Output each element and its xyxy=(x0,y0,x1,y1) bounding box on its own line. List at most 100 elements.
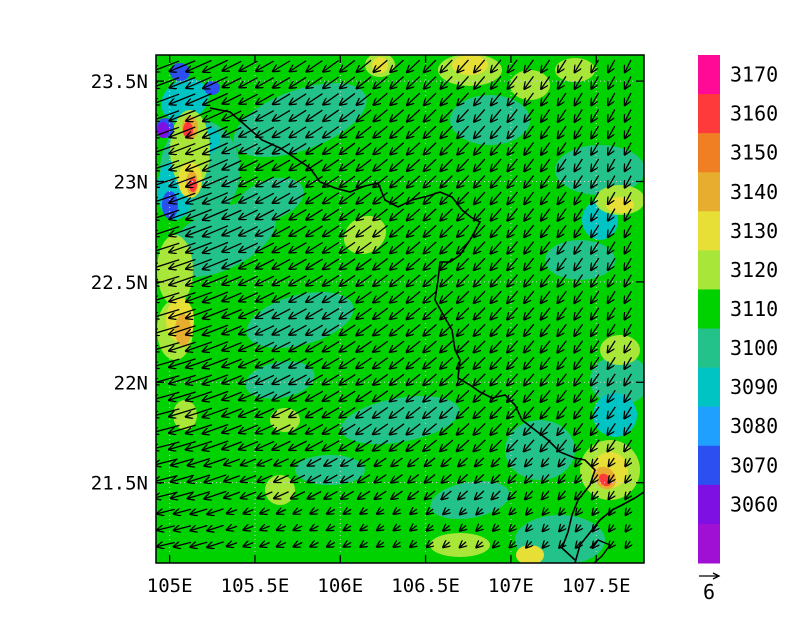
wind-vector xyxy=(373,241,388,253)
wind-vector xyxy=(156,275,180,284)
wind-vector xyxy=(609,541,614,547)
wind-vector xyxy=(156,226,180,236)
wind-vector xyxy=(169,308,196,318)
wind-vector xyxy=(626,541,630,548)
wind-vector xyxy=(340,109,356,121)
wind-vector xyxy=(258,491,273,498)
wind-vector xyxy=(273,126,291,137)
wind-vector xyxy=(425,457,436,466)
wind-vector xyxy=(625,125,632,138)
wind-vector xyxy=(457,241,470,254)
wind-vector xyxy=(407,224,421,236)
x-tick-label: 105E xyxy=(147,575,193,597)
wind-vector xyxy=(169,374,196,383)
wind-vector xyxy=(289,374,307,384)
wind-vector xyxy=(392,457,403,466)
wind-vector xyxy=(457,307,470,319)
wind-vector xyxy=(591,323,600,336)
wind-vector xyxy=(559,490,566,499)
wind-vector xyxy=(541,389,551,401)
wind-vector xyxy=(491,208,502,221)
wind-vector xyxy=(323,241,340,252)
wind-vector xyxy=(458,457,469,466)
wind-vector xyxy=(186,126,212,138)
wind-vector xyxy=(475,490,485,499)
wind-vector xyxy=(223,242,242,251)
wind-vector xyxy=(491,257,502,270)
wind-vector xyxy=(608,191,616,204)
wind-vector xyxy=(574,422,584,434)
wind-vector xyxy=(625,92,632,105)
wind-vector xyxy=(170,76,196,87)
wind-vector xyxy=(289,341,307,351)
wind-vector xyxy=(575,208,583,221)
wind-vector xyxy=(457,92,469,105)
wind-vector xyxy=(289,440,307,450)
wind-vector xyxy=(541,125,551,138)
wind-vector xyxy=(526,525,531,531)
wind-vector xyxy=(323,291,340,302)
wind-vector xyxy=(323,258,340,269)
wind-vector xyxy=(609,474,614,483)
wind-vector xyxy=(608,439,616,451)
wind-vector xyxy=(274,474,289,482)
wind-vector xyxy=(244,526,254,530)
wind-vector xyxy=(203,125,229,137)
wind-vector xyxy=(507,389,519,401)
wind-vector xyxy=(524,175,535,188)
wind-vector xyxy=(477,542,483,547)
wind-vector xyxy=(474,125,486,138)
wind-vector xyxy=(239,325,259,334)
colorbar-swatch xyxy=(698,523,720,564)
wind-vector xyxy=(191,509,208,514)
wind-vector xyxy=(624,390,633,401)
wind-vector xyxy=(356,390,372,401)
wind-vector xyxy=(408,457,420,466)
wind-vector xyxy=(186,324,213,334)
wind-vector xyxy=(291,491,306,499)
wind-vector xyxy=(256,225,275,235)
wind-vector xyxy=(186,242,212,253)
wind-vector xyxy=(357,225,372,237)
wind-vector xyxy=(170,93,196,104)
wind-vector xyxy=(170,176,196,187)
wind-vector xyxy=(377,542,384,546)
wind-vector xyxy=(491,323,502,336)
wind-vector xyxy=(306,308,324,319)
wind-vector xyxy=(574,389,584,401)
wind-vector xyxy=(290,225,307,236)
wind-vector xyxy=(323,440,340,450)
wind-vector xyxy=(608,109,616,122)
wind-vector xyxy=(170,225,196,235)
wind-vector xyxy=(558,389,567,401)
wind-vector xyxy=(156,209,180,219)
wind-vector xyxy=(256,440,275,449)
wind-vector xyxy=(524,224,535,237)
wind-vector xyxy=(203,357,229,367)
x-tick-label: 107.5E xyxy=(562,575,631,597)
wind-vector xyxy=(543,542,548,548)
wind-vector xyxy=(174,509,192,514)
wind-vector xyxy=(390,324,405,336)
wind-vector xyxy=(290,159,307,170)
wind-vector xyxy=(508,224,518,237)
wind-vector xyxy=(424,357,437,369)
wind-vector xyxy=(625,175,632,188)
wind-vector xyxy=(340,291,356,302)
wind-vector xyxy=(460,525,466,530)
wind-vector xyxy=(608,323,616,335)
wind-vector xyxy=(558,406,567,418)
wind-vector xyxy=(507,406,519,418)
wind-vector xyxy=(424,307,437,319)
wind-vector xyxy=(260,543,270,547)
wind-vector xyxy=(223,275,242,284)
wind-vector xyxy=(156,176,180,186)
wind-vector xyxy=(625,457,630,466)
wind-vector xyxy=(625,340,632,352)
wind-vector xyxy=(203,59,228,72)
wind-vector xyxy=(256,374,275,383)
wind-vector xyxy=(624,423,633,434)
wind-vector xyxy=(239,192,258,203)
wind-vector xyxy=(323,374,340,385)
wind-vector xyxy=(608,175,616,188)
